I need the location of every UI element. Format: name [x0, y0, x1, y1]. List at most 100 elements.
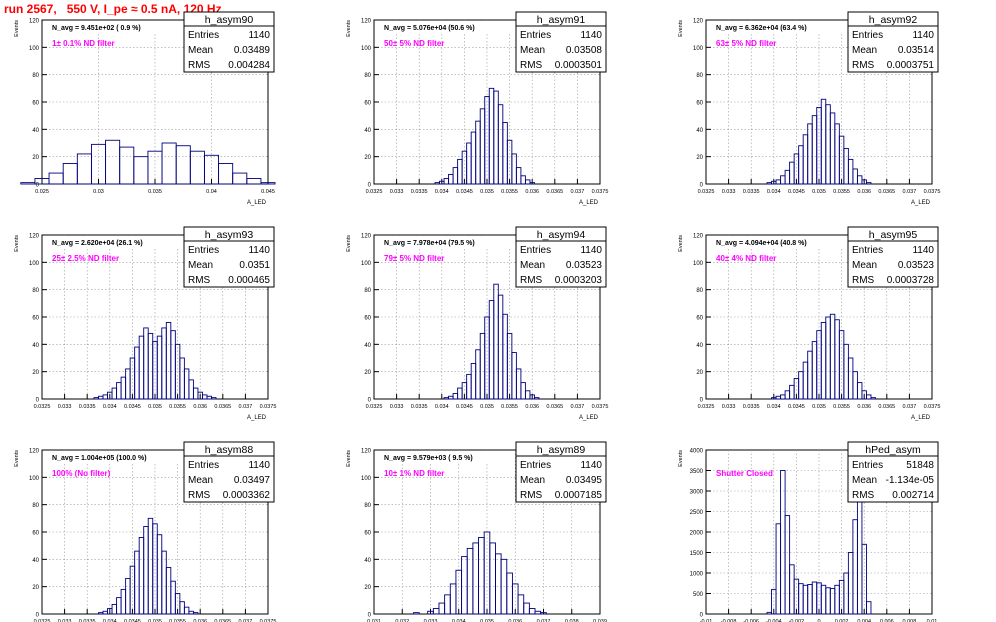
y-tick-label: 40	[364, 558, 371, 564]
x-tick-label: 0.038	[565, 619, 579, 622]
x-tick-label: 0.0345	[124, 404, 141, 410]
x-tick-label: 0.037	[239, 404, 253, 410]
y-tick-label: 100	[29, 46, 40, 52]
x-tick-label: 0.034	[103, 404, 117, 410]
y-tick-label: 40	[32, 128, 39, 134]
stat-label: Mean	[188, 475, 213, 486]
x-tick-label: 0.036	[508, 619, 522, 622]
x-tick-label: 0.006	[880, 619, 894, 622]
x-tick-label: 0	[817, 619, 820, 622]
stat-label: RMS	[188, 275, 211, 286]
y-tick-label: 20	[696, 155, 703, 161]
histogram-bin	[183, 606, 190, 615]
y-tick-label: 120	[29, 449, 40, 455]
stat-value: 0.0007185	[555, 490, 603, 501]
histogram-name: h_asym94	[537, 229, 586, 241]
x-tick-label: 0.034	[435, 189, 449, 195]
x-tick-label: 0.036	[525, 189, 539, 195]
x-tick-label: 0.033	[58, 404, 72, 410]
navg-label: N_avg = 2.620e+04 (26.1 %)	[52, 240, 143, 247]
y-tick-label: 100	[693, 261, 704, 267]
histogram-bin	[861, 179, 867, 185]
y-tick-label: 0	[368, 398, 372, 404]
y-tick-label: 40	[696, 343, 703, 349]
y-tick-label: 500	[693, 592, 704, 598]
y-tick-label: 100	[361, 261, 372, 267]
x-tick-label: 0.0355	[169, 619, 186, 622]
y-tick-label: 40	[364, 343, 371, 349]
stat-value: 1140	[580, 245, 602, 256]
y-tick-label: 40	[32, 343, 39, 349]
histogram-bin	[246, 178, 262, 185]
stat-label: RMS	[852, 275, 875, 286]
stat-label: Entries	[852, 245, 883, 256]
x-tick-label: -0.01	[700, 619, 713, 622]
stat-label: Mean	[852, 260, 877, 271]
y-axis-title: Events	[346, 235, 352, 252]
x-tick-label: 0.04	[206, 189, 217, 195]
filter-label: Shutter Closed	[716, 469, 773, 478]
x-axis-title: A_LED	[247, 200, 267, 206]
stats-box	[183, 11, 275, 73]
x-tick-label: 0.035	[480, 404, 494, 410]
navg-box	[708, 236, 842, 249]
stat-label: Entries	[852, 460, 883, 471]
filter-label: 100% (No filter)	[52, 469, 111, 478]
y-tick-label: 80	[32, 503, 39, 509]
stat-value: 0.0351	[239, 260, 270, 271]
y-tick-label: 80	[364, 73, 371, 79]
y-tick-label: 120	[361, 19, 372, 25]
x-axis-title: A_LED	[247, 415, 267, 421]
navg-label: N_avg = 9.451e+02 ( 0.9 %)	[52, 25, 141, 32]
stat-label: Mean	[852, 475, 877, 486]
x-tick-label: 0.0345	[456, 404, 473, 410]
x-tick-label: 0.0365	[214, 619, 231, 622]
stats-box	[515, 226, 607, 288]
x-tick-label: 0.035	[812, 404, 826, 410]
x-tick-label: 0.035	[812, 189, 826, 195]
stat-value: 0.002714	[892, 490, 934, 501]
x-tick-label: 0.0345	[788, 189, 805, 195]
y-tick-label: 2500	[690, 510, 704, 516]
x-tick-label: 0.034	[435, 404, 449, 410]
y-tick-label: 80	[364, 288, 371, 294]
panel-hPed_asym: 0 500 1000 1500 2000 2500 3000 3500 4000 -0.01 -0.…	[678, 441, 939, 622]
histogram-bin	[870, 397, 876, 400]
y-tick-label: 20	[696, 370, 703, 376]
x-tick-label: 0.03	[93, 189, 104, 195]
stat-label: RMS	[520, 60, 543, 71]
histogram-bin	[211, 397, 217, 400]
x-tick-label: 0.035	[480, 189, 494, 195]
navg-label: N_avg = 1.004e+05 (100.0 %)	[52, 455, 147, 462]
x-tick-label: 0.0365	[214, 404, 231, 410]
navg-label: N_avg = 7.978e+04 (79.5 %)	[384, 240, 475, 247]
stat-label: RMS	[852, 490, 875, 501]
stat-value: 0.03523	[566, 260, 603, 271]
filter-label: 50± 5% ND filter	[384, 39, 444, 48]
navg-box	[376, 236, 510, 249]
x-tick-label: 0.045	[261, 189, 275, 195]
navg-box	[44, 21, 178, 34]
y-tick-label: 1500	[690, 551, 704, 557]
x-tick-label: 0.0365	[878, 404, 895, 410]
x-tick-label: 0.0375	[260, 404, 277, 410]
x-tick-label: 0.0335	[411, 189, 428, 195]
panel-h_asym95: 0 20 40 60 80 100 120 0.0325 0.033 0.0335 0.034 0.0…	[678, 226, 940, 421]
x-tick-label: 0.0365	[546, 189, 563, 195]
y-tick-label: 2000	[690, 531, 704, 537]
y-tick-label: 80	[364, 503, 371, 509]
x-tick-label: 0.036	[857, 189, 871, 195]
navg-box	[44, 451, 178, 464]
stat-label: Entries	[520, 30, 551, 41]
x-axis-title: A_LED	[579, 415, 599, 421]
x-tick-label: 0.037	[239, 619, 253, 622]
x-tick-label: 0.01	[927, 619, 938, 622]
y-tick-label: 0	[36, 398, 40, 404]
x-tick-label: 0.025	[35, 189, 49, 195]
histogram-bin	[529, 182, 535, 185]
y-tick-label: 60	[32, 316, 39, 322]
y-tick-label: 40	[696, 128, 703, 134]
x-tick-label: 0.0375	[924, 189, 941, 195]
stat-label: RMS	[188, 490, 211, 501]
